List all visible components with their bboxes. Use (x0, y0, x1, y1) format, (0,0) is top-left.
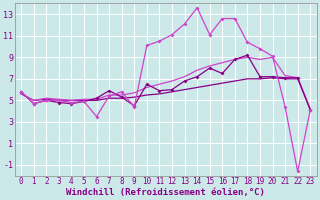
X-axis label: Windchill (Refroidissement éolien,°C): Windchill (Refroidissement éolien,°C) (66, 188, 265, 197)
